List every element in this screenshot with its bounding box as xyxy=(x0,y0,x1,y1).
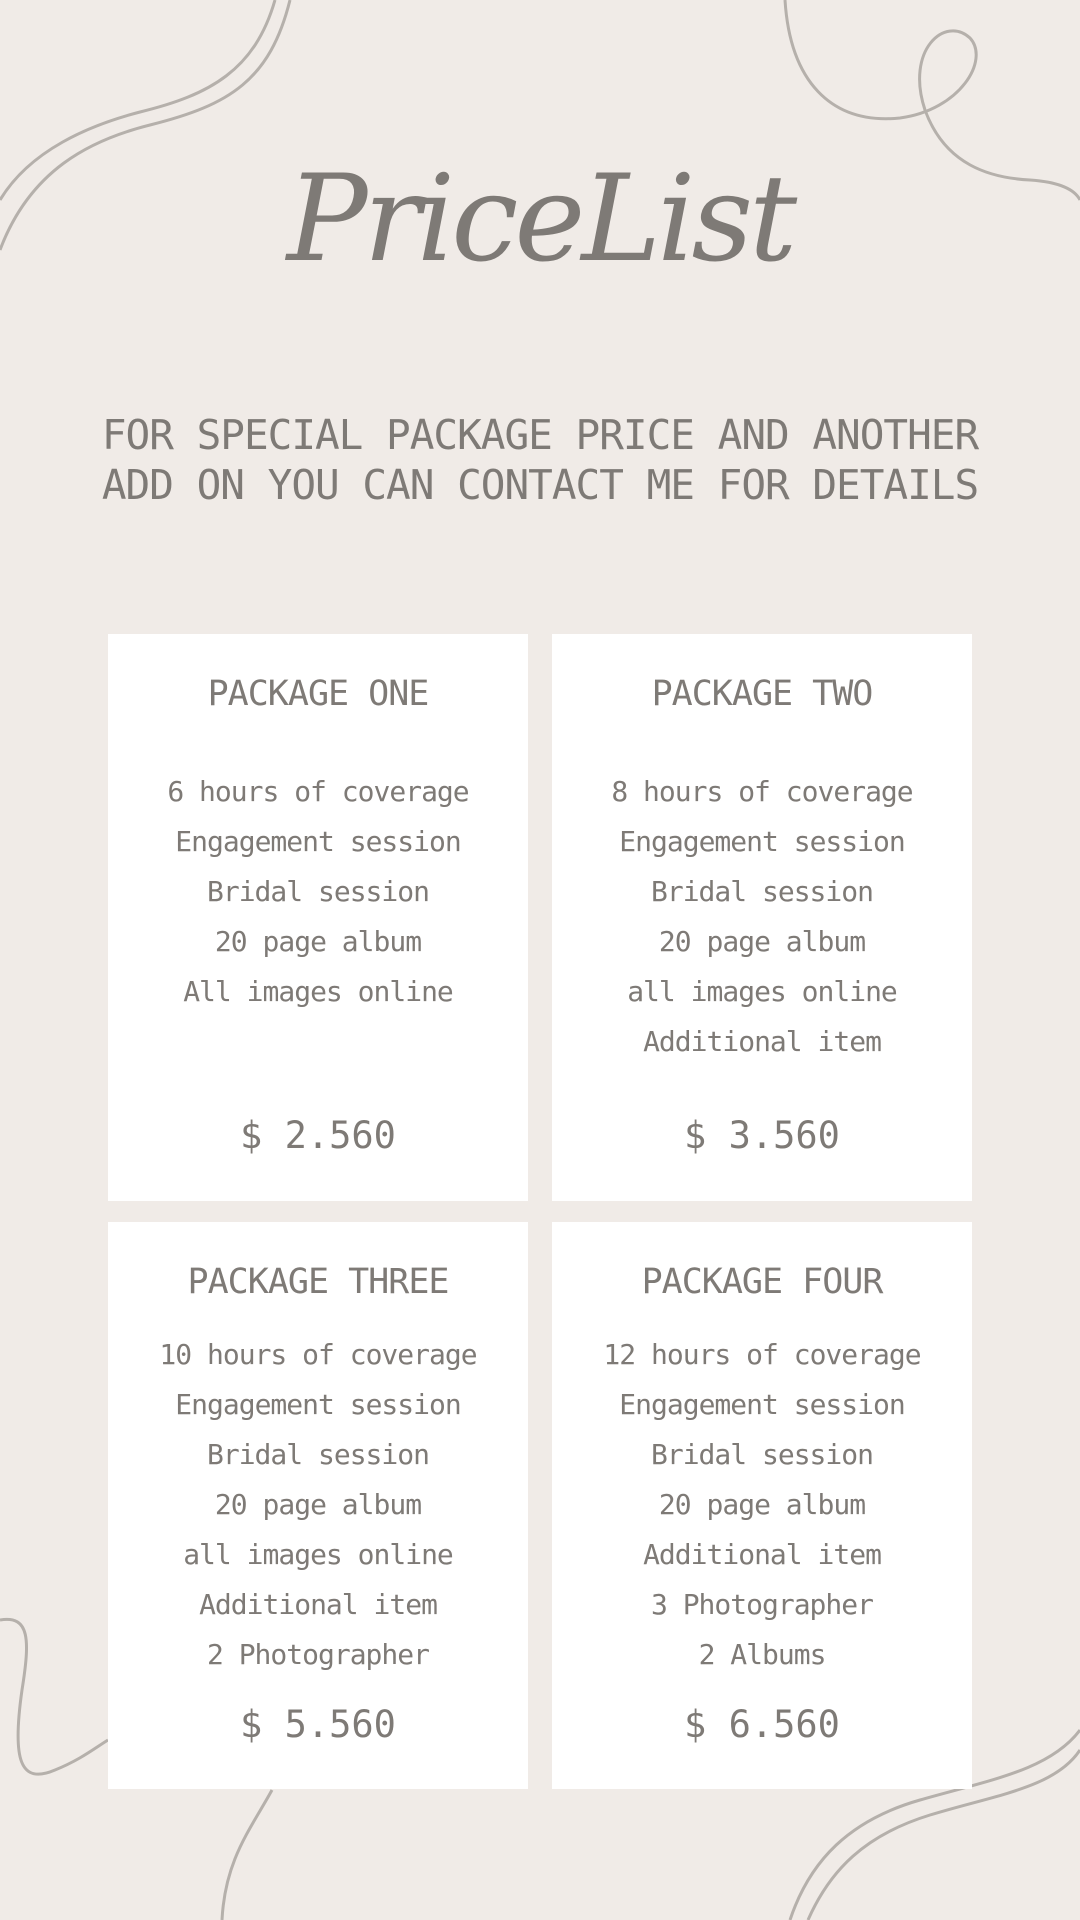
curve-top-left-inner xyxy=(0,0,277,201)
list-item: all images online xyxy=(183,1538,454,1571)
curve-bottom-middle xyxy=(220,1789,274,1920)
package-name: PACKAGE FOUR xyxy=(641,1262,884,1302)
package-card-two: PACKAGE TWO 8 hours of coverage Engageme… xyxy=(552,634,972,1201)
package-price: $ 3.560 xyxy=(684,1114,840,1157)
package-price: $ 5.560 xyxy=(240,1703,396,1746)
package-price: $ 2.560 xyxy=(240,1114,396,1157)
list-item: 20 page album xyxy=(658,925,866,958)
package-items: 10 hours of coverage Engagement session … xyxy=(108,1330,528,1680)
list-item: Bridal session xyxy=(650,1438,874,1471)
list-item: all images online xyxy=(627,975,898,1008)
list-item: 8 hours of coverage xyxy=(611,775,913,808)
list-item: Bridal session xyxy=(206,875,430,908)
package-name: PACKAGE TWO xyxy=(651,674,874,714)
curve-bottom-right xyxy=(788,1729,1080,1920)
list-item: Additional item xyxy=(643,1025,882,1058)
list-item: 6 hours of coverage xyxy=(167,775,469,808)
list-item: 3 Photographer xyxy=(650,1588,874,1621)
curve-top-right xyxy=(783,0,1080,201)
list-item: Engagement session xyxy=(175,1388,461,1421)
package-items: 6 hours of coverage Engagement session B… xyxy=(108,767,528,1017)
list-item: Additional item xyxy=(643,1538,882,1571)
list-item: 2 Photographer xyxy=(206,1638,430,1671)
package-card-one: PACKAGE ONE 6 hours of coverage Engageme… xyxy=(108,634,528,1201)
list-item: Engagement session xyxy=(619,825,905,858)
list-item: Engagement session xyxy=(619,1388,905,1421)
curve-bottom-right-inner xyxy=(806,1749,1080,1920)
list-item: All images online xyxy=(183,975,454,1008)
package-price: $ 6.560 xyxy=(684,1703,840,1746)
list-item: 20 page album xyxy=(658,1488,866,1521)
list-item: Bridal session xyxy=(206,1438,430,1471)
list-item: 20 page album xyxy=(214,925,422,958)
package-name: PACKAGE THREE xyxy=(187,1262,450,1302)
package-name: PACKAGE ONE xyxy=(207,674,430,714)
package-card-four: PACKAGE FOUR 12 hours of coverage Engage… xyxy=(552,1222,972,1789)
list-item: 12 hours of coverage xyxy=(603,1338,921,1371)
list-item: Engagement session xyxy=(175,825,461,858)
package-items: 8 hours of coverage Engagement session B… xyxy=(552,767,972,1067)
list-item: 2 Albums xyxy=(698,1638,827,1671)
list-item: 20 page album xyxy=(214,1488,422,1521)
package-card-three: PACKAGE THREE 10 hours of coverage Engag… xyxy=(108,1222,528,1789)
curve-top-left xyxy=(0,0,292,251)
curve-bottom-left xyxy=(0,1617,109,1776)
list-item: Bridal session xyxy=(650,875,874,908)
list-item: Additional item xyxy=(199,1588,438,1621)
subtitle: FOR SPECIAL PACKAGE PRICE AND ANOTHER AD… xyxy=(101,411,979,509)
package-items: 12 hours of coverage Engagement session … xyxy=(552,1330,972,1680)
list-item: 10 hours of coverage xyxy=(159,1338,477,1371)
page-title: PriceList xyxy=(286,150,798,289)
